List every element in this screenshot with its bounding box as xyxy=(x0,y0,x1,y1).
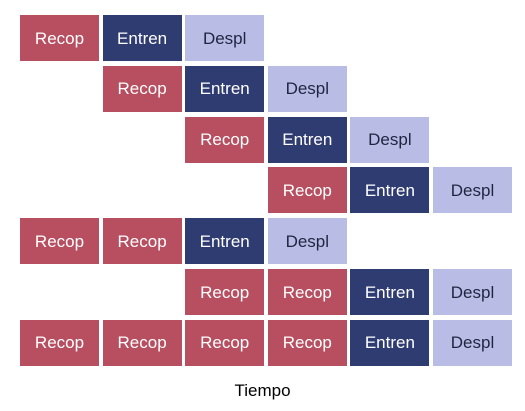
recop-block: Recop xyxy=(267,319,347,366)
recop-block: Recop xyxy=(267,167,347,214)
entren-block: Entren xyxy=(350,167,430,214)
despl-block: Despl xyxy=(433,319,512,366)
time-axis-label: Tiempo xyxy=(234,381,291,400)
despl-block: Despl xyxy=(433,269,512,315)
recop-block: Recop xyxy=(267,269,347,315)
entren-block: Entren xyxy=(267,116,347,163)
despl-block: Despl xyxy=(350,116,430,163)
entren-block: Entren xyxy=(350,269,430,315)
entren-block: Entren xyxy=(185,218,265,265)
recop-block: Recop xyxy=(102,319,182,366)
entren-block: Entren xyxy=(185,65,265,112)
entren-block: Entren xyxy=(350,319,430,366)
recop-block: Recop xyxy=(102,218,182,265)
recop-block: Recop xyxy=(20,319,99,366)
entren-block: Entren xyxy=(102,15,182,61)
despl-block: Despl xyxy=(267,65,347,112)
recop-block: Recop xyxy=(185,269,265,315)
recop-block: Recop xyxy=(20,15,99,61)
despl-block: Despl xyxy=(267,218,347,265)
despl-block: Despl xyxy=(185,15,265,61)
recop-block: Recop xyxy=(102,65,182,112)
recop-block: Recop xyxy=(20,218,99,265)
recop-block: Recop xyxy=(185,319,265,366)
despl-block: Despl xyxy=(433,167,512,214)
recop-block: Recop xyxy=(185,116,265,163)
